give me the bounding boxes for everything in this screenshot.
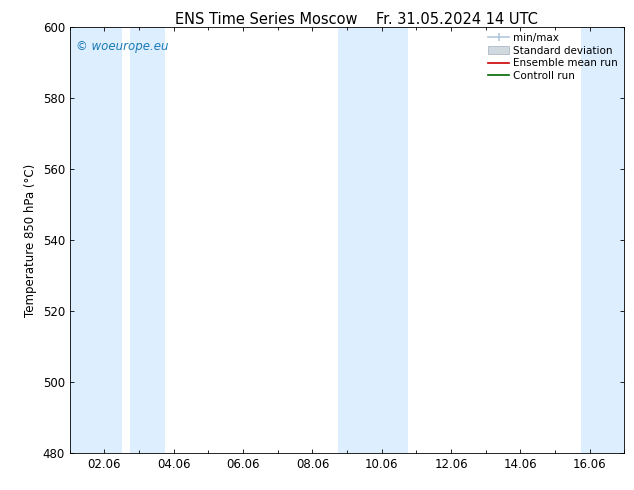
Bar xyxy=(70,27,122,453)
Text: © woeurope.eu: © woeurope.eu xyxy=(76,40,169,53)
Bar xyxy=(581,27,624,453)
Bar xyxy=(131,27,165,453)
Bar xyxy=(339,27,408,453)
Text: ENS Time Series Moscow: ENS Time Series Moscow xyxy=(175,12,358,27)
Y-axis label: Temperature 850 hPa (°C): Temperature 850 hPa (°C) xyxy=(24,164,37,317)
Legend: min/max, Standard deviation, Ensemble mean run, Controll run: min/max, Standard deviation, Ensemble me… xyxy=(486,30,621,84)
Text: Fr. 31.05.2024 14 UTC: Fr. 31.05.2024 14 UTC xyxy=(375,12,538,27)
